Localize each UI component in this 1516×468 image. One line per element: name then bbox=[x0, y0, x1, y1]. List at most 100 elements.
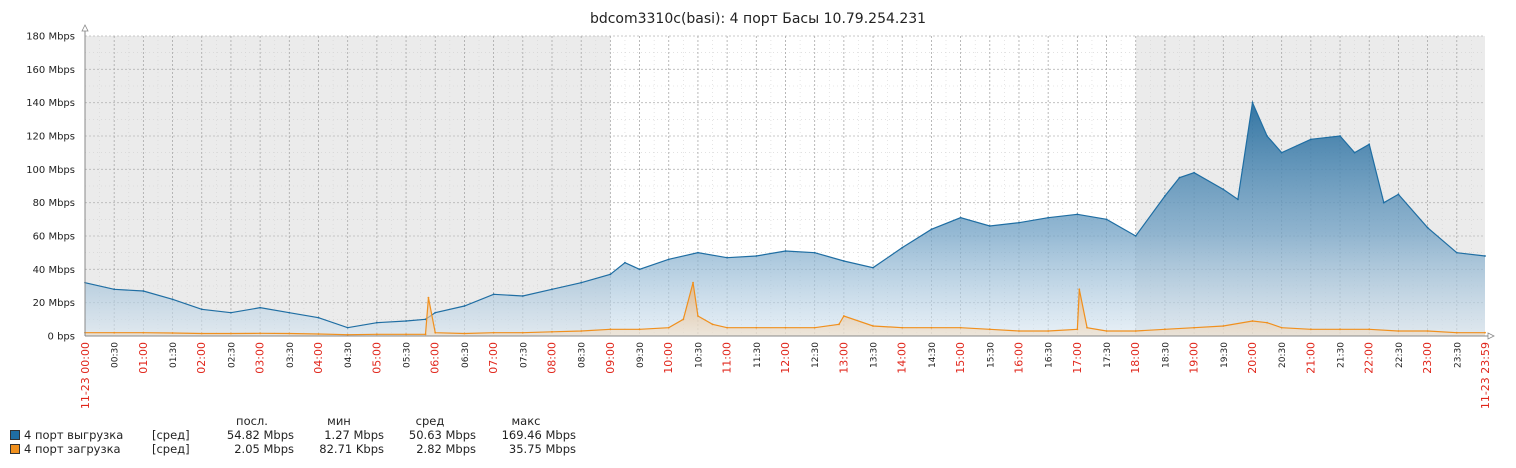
legend-avg: 2.82 Mbps bbox=[416, 442, 476, 456]
y-tick-label: 140 Mbps bbox=[26, 98, 75, 109]
data-point bbox=[492, 331, 495, 334]
data-point bbox=[638, 328, 641, 331]
legend-header-last: посл. bbox=[236, 414, 268, 428]
x-tick-label: 13:00 bbox=[837, 342, 850, 374]
legend-min: 1.27 Mbps bbox=[324, 428, 384, 442]
legend-last: 54.82 Mbps bbox=[226, 428, 294, 442]
data-point bbox=[346, 326, 349, 329]
data-point bbox=[784, 250, 787, 252]
x-date-start-label: 11-23 00:00 bbox=[79, 342, 92, 409]
data-point bbox=[1353, 151, 1356, 154]
data-point bbox=[1164, 328, 1166, 331]
data-point bbox=[784, 326, 787, 329]
data-point bbox=[1339, 328, 1341, 331]
y-tick-label: 120 Mbps bbox=[26, 132, 75, 143]
data-point bbox=[521, 331, 524, 334]
data-point bbox=[317, 333, 320, 335]
data-point bbox=[901, 326, 904, 329]
x-tick-label: 04:30 bbox=[344, 342, 354, 368]
data-point bbox=[1105, 218, 1108, 221]
data-point bbox=[842, 260, 845, 262]
data-point bbox=[230, 332, 232, 335]
x-tick-label: 23:00 bbox=[1421, 342, 1434, 374]
data-point bbox=[434, 331, 437, 334]
data-point bbox=[1078, 288, 1081, 291]
x-axis-arrow-icon bbox=[1487, 332, 1495, 340]
x-tick-label: 22:30 bbox=[1395, 342, 1405, 368]
data-point bbox=[346, 333, 349, 336]
data-point bbox=[463, 305, 466, 307]
data-point bbox=[1382, 201, 1385, 204]
x-tick-label: 17:30 bbox=[1103, 342, 1113, 368]
series-area-upload bbox=[85, 102, 1485, 336]
data-point bbox=[838, 323, 840, 326]
x-tick-label: 01:30 bbox=[169, 342, 179, 368]
data-point bbox=[113, 331, 116, 334]
data-point bbox=[259, 332, 262, 335]
data-point bbox=[1251, 101, 1254, 104]
x-tick-label: 14:00 bbox=[896, 342, 909, 374]
data-point bbox=[434, 311, 437, 314]
legend-swatch-download bbox=[10, 444, 20, 454]
data-point bbox=[1076, 213, 1079, 216]
x-tick-label: 11:30 bbox=[753, 342, 763, 368]
data-point bbox=[697, 315, 699, 317]
data-point bbox=[682, 318, 685, 321]
series-line-download bbox=[85, 282, 1485, 336]
data-point bbox=[580, 330, 583, 332]
data-point bbox=[638, 268, 641, 271]
x-tick-label: 08:00 bbox=[545, 342, 558, 374]
x-tick-label: 06:00 bbox=[429, 342, 442, 374]
x-tick-label: 21:30 bbox=[1337, 342, 1347, 368]
legend-row-download: 4 порт загрузка [сред] 2.05 Mbps 82.71 K… bbox=[10, 442, 576, 456]
data-point bbox=[1426, 226, 1429, 229]
x-tick-label: 20:30 bbox=[1278, 342, 1288, 368]
x-tick-label: 19:30 bbox=[1220, 342, 1230, 368]
data-point bbox=[259, 306, 262, 309]
data-point bbox=[1397, 193, 1400, 196]
y-tick-label: 80 Mbps bbox=[33, 198, 75, 209]
x-tick-label: 03:00 bbox=[254, 342, 267, 374]
x-tick-label: 14:30 bbox=[928, 342, 938, 368]
data-point bbox=[1397, 330, 1400, 332]
data-point bbox=[463, 332, 466, 335]
data-point bbox=[142, 331, 145, 334]
data-point bbox=[726, 256, 729, 259]
x-tick-label: 18:30 bbox=[1161, 342, 1171, 368]
x-tick-label: 05:30 bbox=[403, 342, 413, 368]
x-tick-label: 07:00 bbox=[487, 342, 500, 374]
data-point bbox=[171, 298, 174, 301]
data-point bbox=[609, 273, 612, 276]
data-point bbox=[1266, 321, 1268, 324]
data-point bbox=[405, 320, 407, 322]
legend-header-avg: сред bbox=[415, 414, 445, 428]
y-tick-label: 0 bps bbox=[48, 332, 75, 343]
y-axis-arrow-icon bbox=[81, 24, 89, 32]
data-point bbox=[872, 266, 874, 269]
x-tick-label: 18:00 bbox=[1129, 342, 1142, 374]
data-point bbox=[930, 326, 933, 329]
data-point bbox=[1134, 235, 1137, 237]
data-point bbox=[551, 288, 553, 291]
data-point bbox=[901, 246, 904, 249]
data-point bbox=[1368, 143, 1371, 146]
x-tick-label: 16:00 bbox=[1012, 342, 1025, 374]
legend-agg: [сред] bbox=[152, 428, 190, 442]
data-point bbox=[230, 311, 232, 314]
data-point bbox=[755, 326, 758, 329]
data-point bbox=[288, 332, 291, 335]
series-area-download bbox=[85, 282, 1485, 336]
legend-avg: 50.63 Mbps bbox=[408, 428, 476, 442]
data-point bbox=[726, 326, 729, 329]
legend-series-name: 4 порт выгрузка bbox=[24, 428, 124, 442]
data-point bbox=[1251, 320, 1254, 322]
data-point bbox=[959, 216, 962, 219]
y-tick-label: 180 Mbps bbox=[26, 32, 75, 43]
x-tick-label: 00:30 bbox=[111, 342, 121, 368]
data-point bbox=[1086, 326, 1088, 329]
data-point bbox=[1222, 325, 1225, 327]
data-point bbox=[1222, 188, 1225, 191]
y-tick-label: 60 Mbps bbox=[33, 232, 75, 243]
chart-title: bdcom3310c(basi): 4 порт Басы 10.79.254.… bbox=[590, 11, 926, 27]
